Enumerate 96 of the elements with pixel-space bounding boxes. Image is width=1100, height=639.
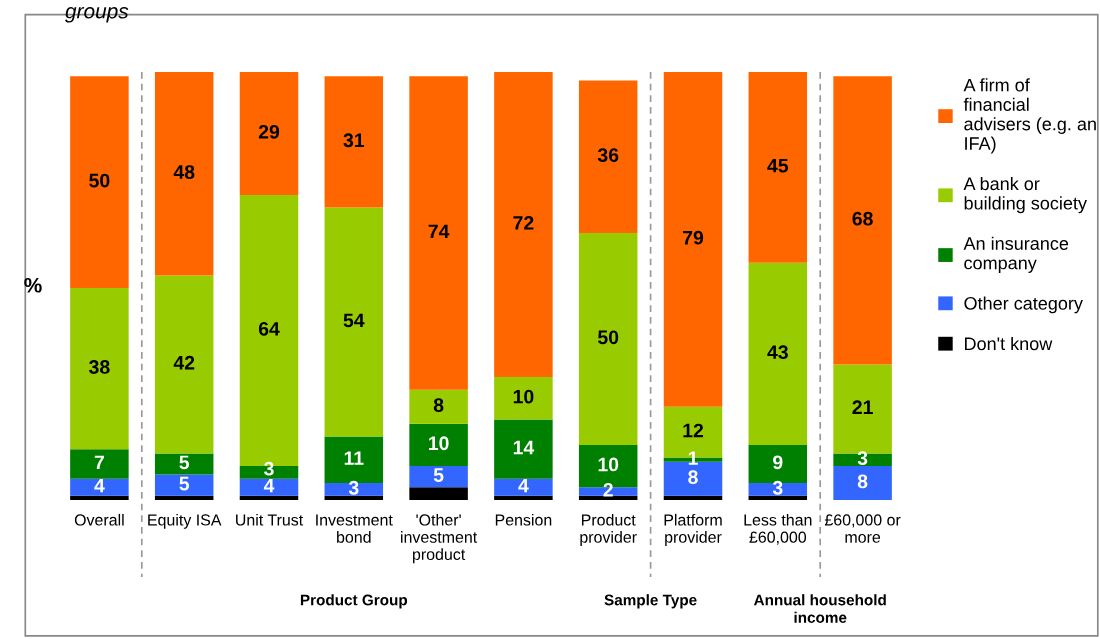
bar	[324, 207, 384, 437]
bar	[833, 453, 892, 467]
bar	[239, 72, 299, 195]
data-label: 2	[603, 482, 613, 497]
text: Annual household income	[753, 594, 886, 623]
data-label: 64	[258, 321, 280, 336]
data-label: 5	[179, 455, 190, 470]
bar	[409, 423, 468, 467]
bar	[70, 478, 129, 496]
data-label: 31	[343, 133, 365, 148]
data-label: 9	[773, 455, 783, 470]
text: Sample Type	[604, 594, 697, 609]
bar	[409, 487, 468, 500]
x-tick-label: Pension	[495, 513, 552, 526]
data-label: 1	[688, 451, 698, 465]
bar	[494, 495, 553, 500]
x-tick-label: Equity ISA	[148, 513, 222, 529]
bar	[324, 495, 384, 500]
data-label: 48	[173, 165, 195, 179]
x-tick-label: Product provider	[580, 513, 637, 546]
data-label: 72	[513, 216, 534, 230]
y-axis-title: %	[24, 277, 42, 293]
bar	[154, 72, 214, 276]
bar	[494, 478, 553, 496]
x-tick-label: 'Other' investment product	[401, 513, 478, 564]
legend-label: An insurance company	[963, 236, 1069, 273]
bar	[748, 72, 808, 263]
data-label: 11	[344, 451, 364, 465]
data-label: 42	[173, 355, 195, 370]
legend-label: Don't know	[965, 336, 1053, 351]
bar	[748, 262, 808, 445]
data-label: 10	[513, 389, 534, 404]
data-label: 4	[518, 478, 529, 493]
bar	[154, 453, 214, 475]
data-label: 7	[94, 455, 104, 470]
bar	[154, 495, 214, 500]
data-label: 4	[94, 478, 105, 493]
data-label: 3	[348, 480, 359, 495]
data-label: 5	[179, 476, 190, 491]
x-tick-label: Platform provider	[664, 513, 722, 546]
data-label: 3	[772, 480, 783, 495]
bar	[494, 377, 553, 420]
bar	[409, 76, 468, 390]
data-label: 10	[598, 457, 619, 472]
legend-label: A bank or building society	[963, 176, 1087, 214]
data-label: 8	[433, 398, 444, 412]
data-label: 50	[597, 330, 619, 345]
bar	[70, 76, 129, 289]
bar	[494, 419, 553, 479]
x-tick-label: Unit Trust	[236, 513, 304, 526]
data-label: 74	[428, 224, 450, 239]
bar	[409, 466, 468, 488]
data-label: 79	[683, 230, 704, 245]
bar	[239, 478, 299, 496]
bar	[70, 449, 129, 479]
bar	[70, 288, 129, 450]
data-label: 5	[433, 468, 444, 482]
x-tick-label: Investment bond	[316, 514, 393, 543]
text: Product Group	[300, 594, 408, 609]
bar	[494, 72, 553, 378]
bar	[578, 495, 638, 500]
bar	[154, 275, 214, 454]
bar	[663, 72, 723, 407]
bar	[239, 495, 299, 500]
bar	[833, 466, 892, 500]
bar	[70, 495, 129, 500]
data-label: 21	[852, 400, 873, 414]
data-label: 8	[857, 474, 868, 489]
chart-title: groups	[65, 7, 129, 23]
bar	[663, 495, 723, 500]
bar	[578, 80, 638, 234]
legend-label: A firm of financial advisers (e.g. an IFA)	[963, 78, 1096, 154]
data-label: 4	[263, 478, 275, 493]
data-label: 10	[429, 436, 449, 451]
x-tick-label: Less than £60,000	[744, 513, 812, 545]
data-label: 3	[857, 451, 868, 465]
data-label: 36	[597, 148, 619, 162]
bar	[748, 495, 808, 500]
bar	[578, 233, 638, 445]
bar	[324, 76, 384, 208]
data-label: 14	[513, 440, 535, 455]
data-label: 68	[852, 211, 873, 226]
data-label: 12	[683, 423, 704, 438]
data-label: 54	[343, 313, 365, 328]
bar	[833, 76, 892, 365]
data-label: 45	[767, 159, 789, 173]
data-label: 43	[767, 345, 788, 360]
x-tick-label: Overall	[74, 513, 124, 526]
data-label: 38	[89, 360, 110, 374]
bar	[154, 474, 214, 496]
x-tick-label: £60,000 or more	[824, 514, 901, 543]
bar	[409, 389, 468, 424]
data-label: 29	[258, 124, 280, 139]
data-label: 8	[688, 470, 698, 485]
data-label: 50	[89, 173, 110, 188]
legend-label: Other category	[964, 296, 1083, 314]
